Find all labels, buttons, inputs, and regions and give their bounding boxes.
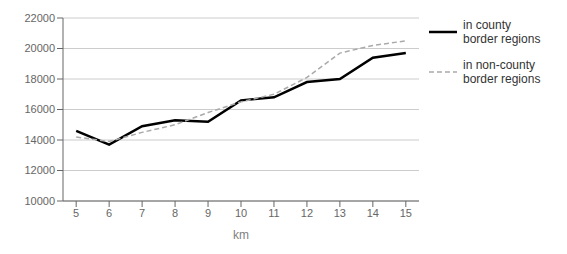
- svg-text:9: 9: [205, 207, 211, 219]
- svg-text:18000: 18000: [24, 73, 55, 85]
- svg-text:11: 11: [268, 207, 279, 219]
- svg-text:14000: 14000: [24, 134, 55, 146]
- html-text:in non-county: in non-county: [463, 58, 535, 72]
- html-text:in county: in county: [463, 18, 511, 32]
- svg-text:16000: 16000: [24, 103, 55, 115]
- svg-text:13: 13: [334, 207, 346, 219]
- svg-text:7: 7: [139, 207, 145, 219]
- html-text:border regions: border regions: [463, 72, 541, 86]
- svg-text:10000: 10000: [24, 195, 55, 207]
- svg-text:5: 5: [73, 207, 79, 219]
- svg-text:14: 14: [367, 207, 379, 219]
- svg-text:12: 12: [301, 207, 313, 219]
- svg-text:6: 6: [106, 207, 112, 219]
- svg-text:km: km: [233, 228, 249, 242]
- svg-text:15: 15: [400, 207, 412, 219]
- html-text:border regions: border regions: [463, 32, 541, 46]
- svg-text:20000: 20000: [24, 42, 55, 54]
- svg-text:8: 8: [172, 207, 178, 219]
- svg-text:10: 10: [235, 207, 247, 219]
- svg-text:22000: 22000: [24, 12, 55, 24]
- svg-text:12000: 12000: [24, 164, 55, 176]
